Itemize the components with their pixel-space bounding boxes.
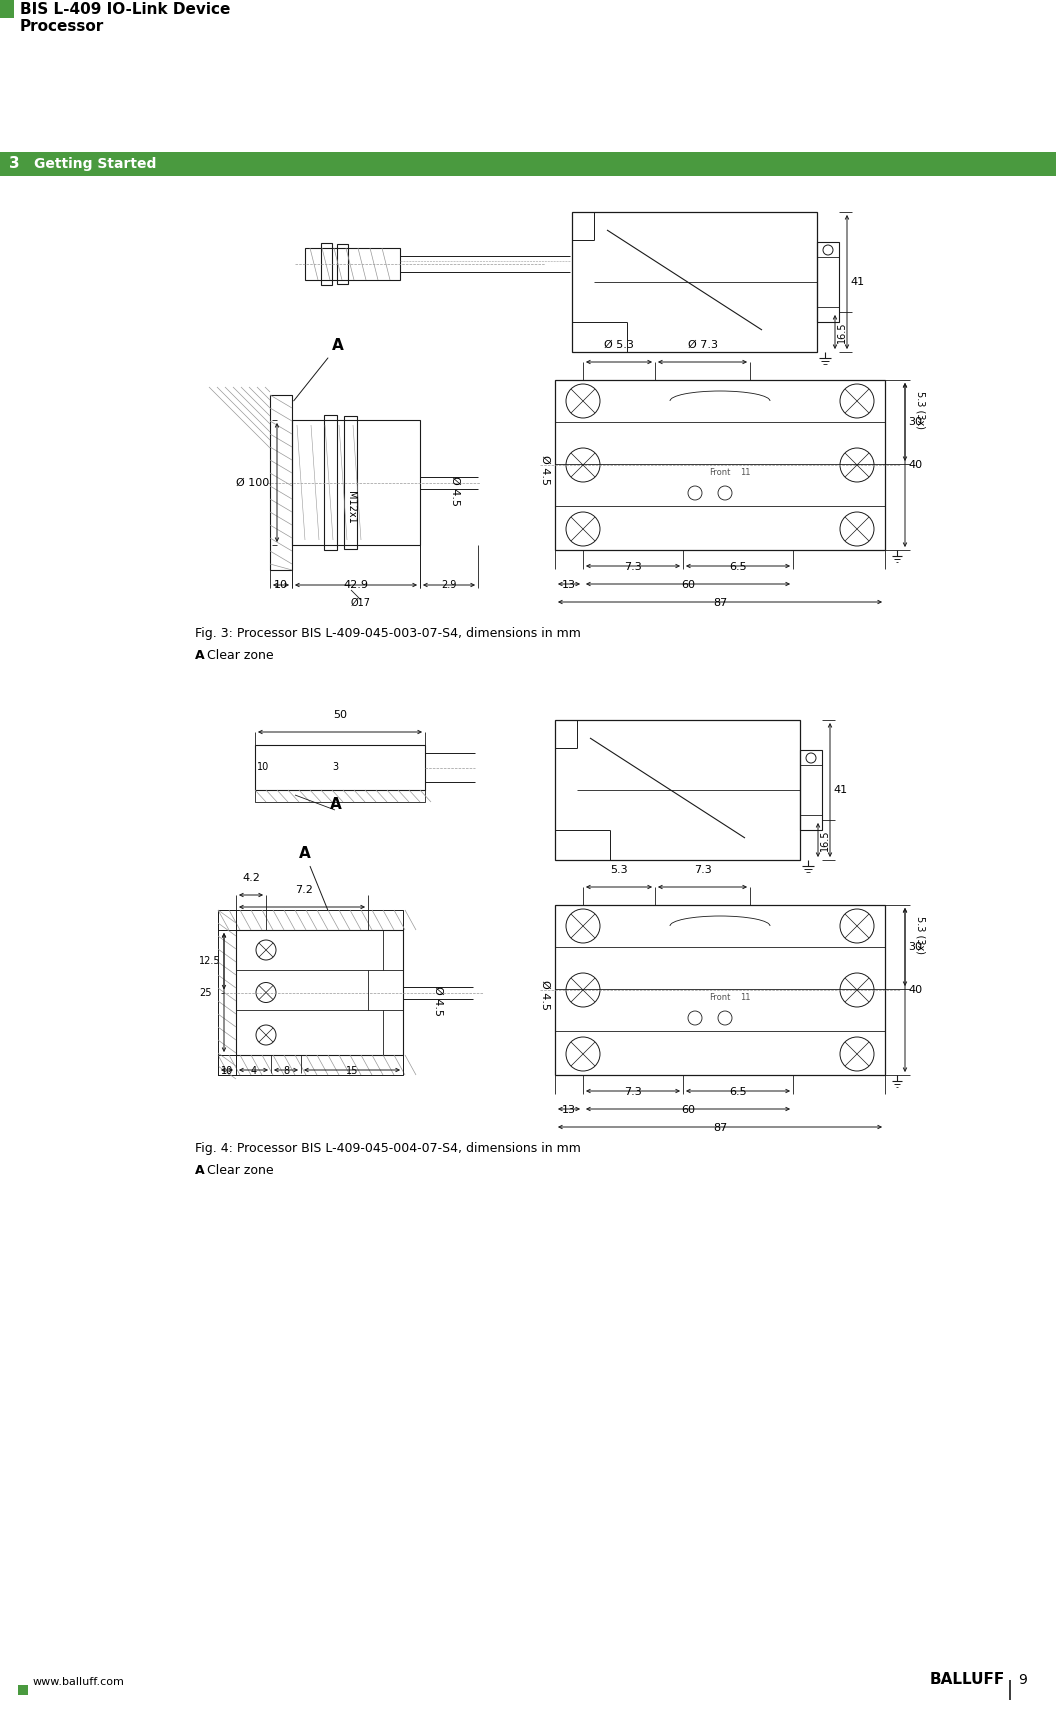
Text: 13: 13 (562, 1105, 576, 1115)
Text: 8: 8 (283, 1066, 289, 1076)
Text: 40: 40 (908, 985, 922, 995)
Text: 25: 25 (200, 987, 212, 997)
Text: 41: 41 (833, 784, 847, 795)
Text: Ø 4.5: Ø 4.5 (433, 985, 444, 1016)
Text: 4.2: 4.2 (242, 873, 260, 884)
Text: A: A (294, 338, 344, 402)
Text: Getting Started: Getting Started (34, 156, 156, 172)
Bar (0, 0, 14, 17)
Text: BIS L-409 IO-Link Device: BIS L-409 IO-Link Device (20, 2, 230, 17)
Circle shape (3, 153, 25, 175)
Bar (254, 745, 425, 789)
Text: 50: 50 (333, 710, 347, 721)
Text: 40: 40 (908, 460, 922, 470)
Text: 5.3: 5.3 (610, 865, 628, 875)
Text: Ø 4.5: Ø 4.5 (450, 475, 460, 506)
Text: 16.5: 16.5 (821, 829, 830, 851)
Bar (293, 420, 420, 546)
Text: 60: 60 (681, 1105, 695, 1115)
Text: 5.3 (3x): 5.3 (3x) (914, 916, 925, 954)
Text: 9: 9 (1018, 1673, 1026, 1687)
Text: A: A (299, 846, 328, 911)
Bar (218, 1055, 403, 1074)
Text: A: A (329, 796, 342, 812)
Bar (324, 415, 337, 551)
Text: 12.5: 12.5 (200, 956, 221, 966)
Text: 7.3: 7.3 (694, 865, 712, 875)
Text: Ø17: Ø17 (351, 597, 371, 607)
Text: 87: 87 (713, 1122, 728, 1133)
Text: 2.9: 2.9 (441, 580, 456, 590)
Bar (572, 213, 817, 352)
Text: www.balluff.com: www.balluff.com (33, 1677, 125, 1687)
Text: 10: 10 (257, 762, 269, 772)
Bar (817, 242, 840, 323)
Text: 7.3: 7.3 (624, 563, 642, 571)
Bar (800, 750, 822, 831)
Text: 16.5: 16.5 (837, 321, 847, 343)
Bar (0, 153, 1056, 177)
Text: A: A (195, 649, 205, 662)
Text: 10: 10 (221, 1066, 233, 1076)
Text: A: A (195, 1163, 205, 1177)
Text: 41: 41 (850, 276, 864, 287)
Text: 11: 11 (740, 468, 750, 477)
Text: Processor: Processor (20, 19, 105, 34)
Bar (555, 379, 885, 551)
Text: 87: 87 (713, 597, 728, 607)
Bar (555, 904, 885, 1074)
Bar (337, 244, 348, 285)
Text: 6.5: 6.5 (730, 1086, 747, 1097)
Text: 5.3 (3x): 5.3 (3x) (914, 391, 925, 429)
Bar (555, 721, 800, 860)
Bar (270, 395, 293, 570)
Text: Ø 100: Ø 100 (235, 477, 269, 487)
Text: Ø 5.3: Ø 5.3 (604, 340, 634, 350)
Text: 10: 10 (274, 580, 288, 590)
Text: 4: 4 (250, 1066, 257, 1076)
Text: Front: Front (710, 994, 731, 1002)
Bar (235, 930, 403, 1055)
Text: 7.3: 7.3 (624, 1086, 642, 1097)
Text: Ø 4.5: Ø 4.5 (540, 980, 550, 1011)
Text: Fig. 3: Processor BIS L-409-045-003-07-S4, dimensions in mm: Fig. 3: Processor BIS L-409-045-003-07-S… (195, 626, 581, 640)
Text: Clear zone: Clear zone (207, 649, 274, 662)
Bar (218, 909, 403, 930)
Bar (305, 249, 400, 280)
Bar (344, 415, 357, 549)
Text: 7.2: 7.2 (296, 885, 314, 896)
Text: BALLUFF: BALLUFF (930, 1671, 1005, 1687)
Text: 15: 15 (345, 1066, 358, 1076)
Bar (218, 909, 235, 1074)
Text: 13: 13 (562, 580, 576, 590)
Bar (321, 244, 332, 285)
Text: 60: 60 (681, 580, 695, 590)
Text: 30: 30 (908, 942, 922, 952)
Bar (18, 1685, 29, 1695)
Text: 6.5: 6.5 (730, 563, 747, 571)
Text: Clear zone: Clear zone (207, 1163, 274, 1177)
Text: 30: 30 (908, 417, 922, 427)
Text: 3: 3 (8, 156, 19, 172)
Text: 3: 3 (332, 762, 338, 772)
Text: Fig. 4: Processor BIS L-409-045-004-07-S4, dimensions in mm: Fig. 4: Processor BIS L-409-045-004-07-S… (195, 1143, 581, 1155)
Text: Ø 7.3: Ø 7.3 (687, 340, 717, 350)
Text: Ø 4.5: Ø 4.5 (540, 455, 550, 486)
Text: M12x1: M12x1 (346, 491, 356, 523)
Text: Front: Front (710, 468, 731, 477)
Text: 42.9: 42.9 (343, 580, 369, 590)
Bar (254, 789, 425, 801)
Text: 11: 11 (740, 994, 750, 1002)
